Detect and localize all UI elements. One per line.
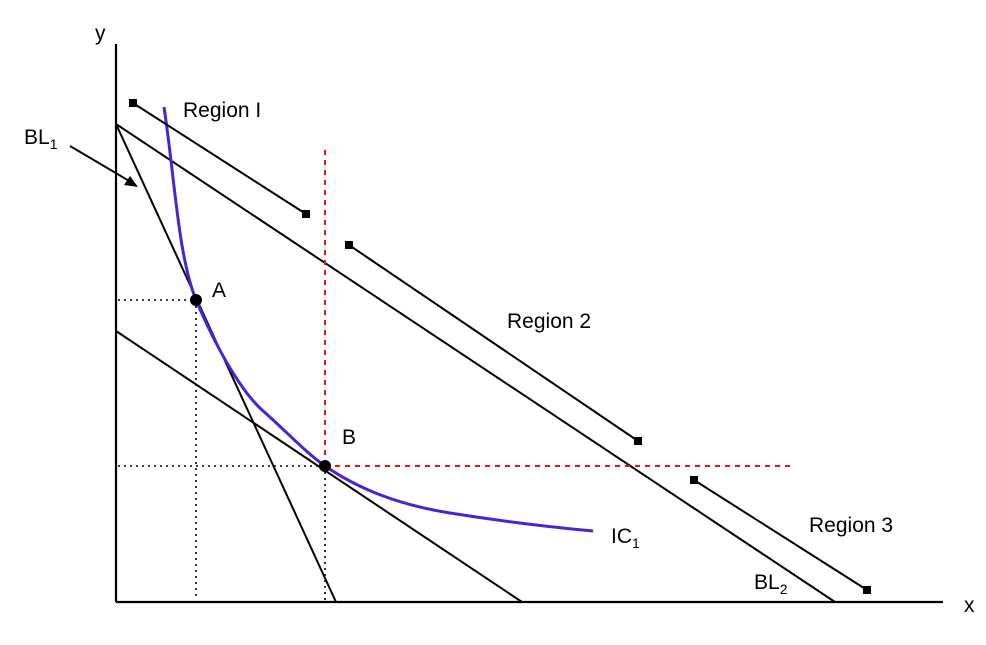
- y-axis-label: y: [95, 22, 106, 45]
- region2-bracket: [348, 244, 639, 442]
- bl1-label: BL1: [24, 126, 58, 152]
- budget-line-parallel: [115, 330, 523, 603]
- ic1-label: IC1: [611, 525, 640, 551]
- bl2-label: BL2: [754, 571, 788, 597]
- bl1-label-sub: 1: [50, 136, 58, 152]
- region2-bracket-cap-end: [634, 437, 642, 445]
- point-a-label: A: [212, 279, 226, 302]
- ic1-label-main: IC: [611, 525, 632, 548]
- region3-bracket-cap-start: [690, 476, 698, 484]
- region2-label: Region 2: [507, 310, 591, 333]
- point-b-label: B: [342, 426, 356, 449]
- point-b-marker: [319, 460, 331, 472]
- region1-label: Region I: [183, 99, 261, 122]
- budget-line-bl2: [115, 123, 836, 603]
- ic1-label-sub: 1: [632, 535, 640, 551]
- point-a-marker: [190, 294, 202, 306]
- indifference-curve-ic1: [162, 106, 594, 533]
- region3-label: Region 3: [809, 514, 893, 537]
- region3-bracket-cap-end: [863, 586, 871, 594]
- region3-bracket: [693, 479, 868, 591]
- region1-bracket: [132, 102, 307, 215]
- bl2-label-main: BL: [754, 571, 780, 594]
- region1-bracket-cap-end: [302, 210, 310, 218]
- bl1-label-main: BL: [24, 126, 50, 149]
- x-axis-label: x: [964, 594, 975, 617]
- bl2-label-sub: 2: [780, 581, 788, 597]
- region1-bracket-cap-start: [129, 99, 137, 107]
- bl1-arrowhead-icon: [124, 176, 138, 187]
- region2-bracket-cap-start: [345, 241, 353, 249]
- bl1-pointer-arrow: [69, 145, 132, 183]
